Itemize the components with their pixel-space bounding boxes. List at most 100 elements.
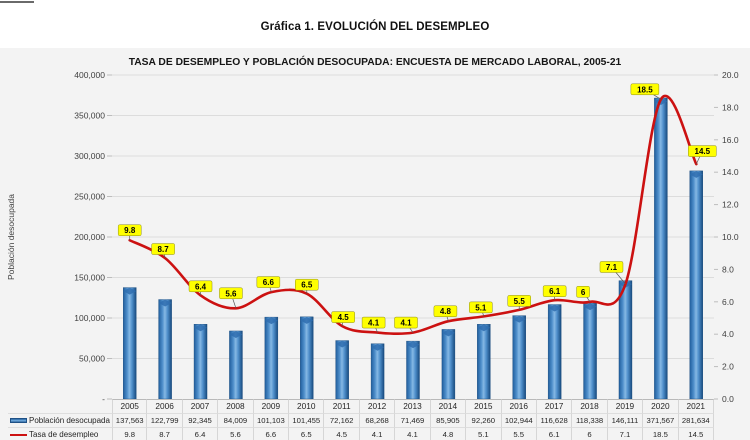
point-label-2016: 5.5 bbox=[514, 297, 526, 306]
year-label: 2014 bbox=[430, 399, 467, 413]
tasa-value: 6.4 bbox=[182, 427, 219, 440]
pob-value: 101,103 bbox=[253, 413, 290, 427]
svg-text:200,000: 200,000 bbox=[74, 232, 105, 242]
tasa-value: 6.1 bbox=[536, 427, 573, 440]
tasa-value: 5.1 bbox=[466, 427, 502, 440]
point-label-2017: 6.1 bbox=[549, 287, 561, 296]
point-label-box bbox=[361, 316, 386, 329]
svg-text:0.0: 0.0 bbox=[722, 394, 734, 404]
point-label-box bbox=[599, 261, 624, 273]
point-label-box bbox=[507, 295, 531, 307]
point-label-2018: 6 bbox=[581, 288, 586, 297]
point-label-2009: 6.6 bbox=[263, 278, 275, 287]
point-label-2013: 4.1 bbox=[400, 319, 412, 328]
point-label-box bbox=[433, 305, 458, 317]
year-label: 2018 bbox=[572, 399, 608, 413]
tasa-value: 6.5 bbox=[289, 427, 325, 440]
bar-2020 bbox=[654, 97, 668, 400]
combo-chart: - 50,000 100,000 150,000 200,000 250,000 300,0… bbox=[6, 70, 739, 404]
point-label-box bbox=[331, 311, 355, 323]
point-label-box bbox=[295, 278, 319, 291]
year-label: 2006 bbox=[147, 399, 183, 413]
year-label: 2012 bbox=[359, 399, 396, 413]
line-series bbox=[128, 94, 698, 336]
year-label: 2019 bbox=[607, 399, 644, 413]
point-label-2011: 4.5 bbox=[338, 313, 350, 322]
pob-value: 281,634 bbox=[678, 413, 714, 427]
tasa-value: 6.6 bbox=[253, 427, 290, 440]
bar-2019 bbox=[618, 280, 633, 400]
bar-2011 bbox=[335, 340, 349, 400]
tasa-value: 5.6 bbox=[218, 427, 254, 440]
svg-text:18.0: 18.0 bbox=[722, 102, 739, 112]
tasa-value: 9.8 bbox=[112, 427, 148, 440]
bar-2014 bbox=[441, 329, 456, 400]
pob-value: 85,905 bbox=[430, 413, 467, 427]
svg-text:50,000: 50,000 bbox=[79, 354, 105, 364]
svg-text:6.0: 6.0 bbox=[722, 297, 734, 307]
point-label-2010: 6.5 bbox=[301, 281, 313, 290]
point-label-box bbox=[219, 287, 243, 300]
tasa-line bbox=[128, 94, 698, 336]
bar-2008 bbox=[229, 330, 243, 400]
svg-text:16.0: 16.0 bbox=[722, 135, 739, 145]
pob-value: 371,567 bbox=[643, 413, 679, 427]
chart-title: TASA DE DESEMPLEO Y POBLACIÓN DESOCUPADA… bbox=[128, 57, 622, 68]
bar-2017 bbox=[547, 304, 562, 400]
point-label-2006: 8.7 bbox=[158, 245, 170, 254]
tasa-value: 4.8 bbox=[430, 427, 467, 440]
bar-2006 bbox=[158, 299, 172, 400]
page-border-fragment bbox=[0, 1, 34, 3]
year-label: 2021 bbox=[678, 399, 714, 413]
point-labels: 9.8 8.7 6.4 5.6 6.6 6.5 4.5 4.1 4.1 4.8 5.1 5.5 6.1 6… bbox=[117, 83, 717, 333]
pob-value: 118,338 bbox=[572, 413, 608, 427]
pob-value: 101,455 bbox=[289, 413, 325, 427]
bar-series-name: Población desocupada bbox=[29, 416, 110, 425]
year-label: 2009 bbox=[253, 399, 290, 413]
svg-text:100,000: 100,000 bbox=[74, 313, 105, 323]
pob-value: 146,111 bbox=[607, 413, 644, 427]
point-label-2008: 5.6 bbox=[225, 289, 237, 298]
tasa-value: 4.1 bbox=[359, 427, 396, 440]
point-label-2012: 4.1 bbox=[368, 319, 380, 328]
bar-2015 bbox=[477, 324, 491, 400]
svg-text:400,000: 400,000 bbox=[74, 70, 105, 80]
point-label-2020: 18.5 bbox=[637, 85, 653, 94]
year-label: 2005 bbox=[112, 399, 148, 413]
svg-text:8.0: 8.0 bbox=[722, 264, 734, 274]
tasa-value: 8.7 bbox=[147, 427, 183, 440]
data-table: 2005 2006 2007 2008 2009 2010 2011 2012 2013 2014… bbox=[8, 399, 714, 440]
point-label-box bbox=[117, 224, 142, 236]
point-label-2005: 9.8 bbox=[124, 226, 136, 235]
point-label-box bbox=[630, 83, 660, 96]
tasa-value: 4.1 bbox=[395, 427, 431, 440]
point-label-2014: 4.8 bbox=[440, 307, 452, 316]
svg-text:10.0: 10.0 bbox=[722, 232, 739, 242]
point-label-box bbox=[188, 280, 213, 293]
year-label: 2008 bbox=[218, 399, 254, 413]
point-label-box bbox=[151, 243, 175, 255]
pob-value: 68,268 bbox=[359, 413, 396, 427]
tasa-value: 14.5 bbox=[678, 427, 714, 440]
year-label: 2011 bbox=[324, 399, 360, 413]
point-label-2015: 5.1 bbox=[475, 303, 487, 312]
pob-value: 72,162 bbox=[324, 413, 360, 427]
tasa-value: 6 bbox=[572, 427, 608, 440]
point-label-box bbox=[688, 145, 717, 157]
year-label: 2007 bbox=[182, 399, 219, 413]
year-label: 2010 bbox=[289, 399, 325, 413]
pob-value: 116,628 bbox=[536, 413, 573, 427]
bar-2009 bbox=[264, 316, 279, 400]
tasa-value: 7.1 bbox=[607, 427, 644, 440]
svg-text:250,000: 250,000 bbox=[74, 192, 105, 202]
point-label-2007: 6.4 bbox=[195, 282, 207, 291]
svg-text:350,000: 350,000 bbox=[74, 111, 105, 121]
svg-text:2.0: 2.0 bbox=[722, 362, 734, 372]
left-axis-title: Población desocupada bbox=[6, 194, 16, 280]
bar-legend-key bbox=[10, 418, 27, 423]
line-series-name: Tasa de desempleo bbox=[29, 430, 99, 439]
year-label: 2020 bbox=[643, 399, 679, 413]
pob-value: 84,009 bbox=[218, 413, 254, 427]
year-label: 2016 bbox=[501, 399, 537, 413]
